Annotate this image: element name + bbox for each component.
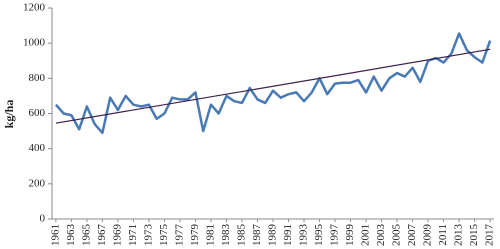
x-tick-label: 1989 <box>267 224 279 247</box>
y-tick-label: 600 <box>29 107 46 119</box>
y-tick-label: 800 <box>29 72 46 84</box>
y-tick-label: 1200 <box>23 2 46 14</box>
x-tick-label: 1985 <box>236 224 248 247</box>
x-tick-label: 2017 <box>484 224 496 247</box>
y-tick-label: 0 <box>40 213 46 225</box>
x-tick-label: 1977 <box>173 224 185 247</box>
x-tick-label: 2013 <box>453 224 465 247</box>
x-tick-label: 2011 <box>437 224 449 246</box>
y-axis-label: kg/ha <box>2 100 16 129</box>
x-tick-label: 1997 <box>329 224 341 247</box>
x-tick-label: 1983 <box>220 224 232 247</box>
x-tick-label: 2015 <box>468 224 480 247</box>
x-tick-label: 2001 <box>360 224 372 246</box>
data-line <box>54 32 492 135</box>
y-tick-label: 200 <box>29 177 46 189</box>
x-tick-label: 1961 <box>49 224 61 246</box>
x-tick-label: 2005 <box>391 224 403 247</box>
x-tick-label: 1965 <box>80 224 92 247</box>
x-tick-label: 1993 <box>298 224 310 247</box>
x-tick-label: 1967 <box>96 224 108 247</box>
x-tick-label: 2009 <box>422 224 434 247</box>
x-tick-label: 1973 <box>142 224 154 247</box>
x-tick-label: 1975 <box>158 224 170 247</box>
x-tick-label: 1963 <box>65 224 77 247</box>
y-tick-label: 1000 <box>23 37 46 49</box>
x-tick-label: 1971 <box>127 224 139 246</box>
x-tick-label: 1979 <box>189 224 201 247</box>
trend-line <box>55 48 491 124</box>
x-tick-label: 1981 <box>204 224 216 246</box>
y-tick-label: 400 <box>29 142 46 154</box>
x-tick-label: 2007 <box>406 224 418 247</box>
x-tick-label: 1987 <box>251 224 263 247</box>
x-tick-label: 1991 <box>282 224 294 246</box>
x-tick-label: 1969 <box>111 224 123 247</box>
x-tick-label: 1995 <box>313 224 325 247</box>
x-tick-label: 1999 <box>344 224 356 247</box>
x-tick-label: 2003 <box>375 224 387 247</box>
